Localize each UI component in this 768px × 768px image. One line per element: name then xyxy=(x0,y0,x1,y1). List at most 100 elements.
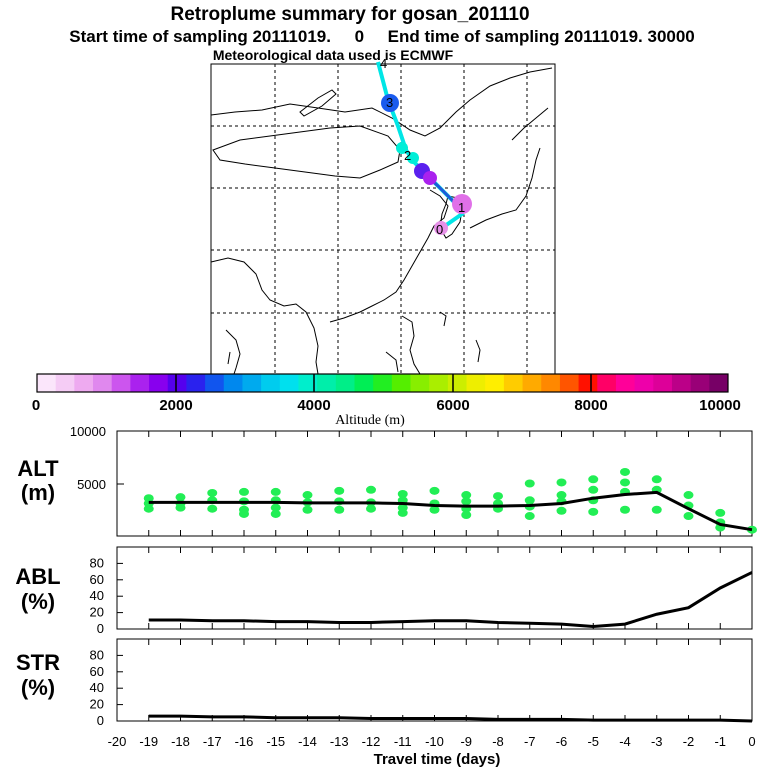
colorbar-cell xyxy=(709,374,729,392)
alt-mean-line xyxy=(148,490,753,532)
alt-ylabel-unit: (m) xyxy=(21,480,55,505)
x-axis-label: Travel time (days) xyxy=(374,751,501,768)
colorbar-cell xyxy=(503,374,524,392)
colorbar-cell xyxy=(597,374,617,392)
colorbar-tick-label: 10000 xyxy=(699,397,741,414)
alt-scatter-point xyxy=(270,503,281,512)
str-ytick-label: 60 xyxy=(90,664,104,679)
alt-scatter-point xyxy=(651,475,662,484)
alt-scatter-point xyxy=(302,491,313,500)
x-tick-label: -6 xyxy=(556,734,568,749)
colorbar-major-ticks xyxy=(175,374,592,392)
str-panel-frame xyxy=(116,638,753,722)
colorbar-cell xyxy=(354,374,374,392)
x-tick-label: -8 xyxy=(492,734,504,749)
alt-scatter-point xyxy=(524,512,535,521)
plume-point xyxy=(423,171,437,185)
alt-scatter-point xyxy=(461,511,472,519)
alt-scatter-point xyxy=(588,485,599,494)
colorbar-cell xyxy=(466,374,486,392)
abl-ytick-label: 40 xyxy=(90,588,104,603)
str-ytick-label: 80 xyxy=(90,647,104,662)
alt-scatter-point xyxy=(588,507,599,516)
str-ylabel-unit: (%) xyxy=(21,675,55,700)
alt-scatter-point xyxy=(397,490,408,498)
str-ytick-label: 20 xyxy=(90,697,104,712)
x-tick-label: -20 xyxy=(108,734,127,749)
x-tick-label: -7 xyxy=(524,734,536,749)
colorbar-cell xyxy=(391,374,412,392)
alt-scatter-point xyxy=(302,505,313,514)
trajectory-day-label: 4 xyxy=(380,56,387,71)
alt-scatter-point xyxy=(270,487,281,496)
plume-point xyxy=(434,221,448,235)
altitude-colorbar: 0 2000 4000 6000 8000 10000 Altitude (m) xyxy=(32,373,741,428)
abl-ylabel: ABL xyxy=(15,564,60,589)
colorbar-cell xyxy=(298,374,318,392)
abl-ytick-label: 60 xyxy=(90,572,104,587)
alt-scatter-point xyxy=(207,488,218,497)
alt-scatter-point xyxy=(588,475,599,484)
colorbar-cell xyxy=(167,374,187,392)
colorbar-tick-label: 2000 xyxy=(159,397,192,414)
alt-scatter-point xyxy=(270,509,281,518)
alt-scatter-point xyxy=(651,505,662,514)
x-tick-label: 0 xyxy=(748,734,755,749)
alt-scatter-point xyxy=(524,479,535,488)
colorbar-cell xyxy=(93,374,113,392)
colorbar-cell xyxy=(429,374,449,392)
colorbar-cell xyxy=(373,374,393,392)
abl-panel-frame xyxy=(116,546,753,630)
colorbar-tick-label: 4000 xyxy=(297,397,330,414)
trajectory-day-label: 3 xyxy=(386,95,393,110)
trajectory: 4 3 2 1 0 xyxy=(376,56,472,237)
alt-scatter-point xyxy=(493,492,503,501)
colorbar-cell xyxy=(447,374,468,392)
x-tick-label: -13 xyxy=(330,734,349,749)
x-tick-label: -18 xyxy=(171,734,190,749)
colorbar-cell xyxy=(653,374,673,392)
alt-scatter-point xyxy=(175,493,186,502)
colorbar-cell xyxy=(205,374,225,392)
alt-scatter-point xyxy=(366,504,376,513)
abl-ylabel-unit: (%) xyxy=(21,589,55,614)
plume-point xyxy=(396,142,408,154)
alt-scatter-point xyxy=(207,504,218,513)
x-tick-label: -10 xyxy=(425,734,444,749)
alt-scatter-point xyxy=(334,486,345,495)
trajectory-day-label: 0 xyxy=(436,222,443,237)
alt-scatter-point xyxy=(175,503,186,512)
colorbar-cell xyxy=(671,374,692,392)
x-tick-label: -9 xyxy=(460,734,472,749)
colorbar-label: Altitude (m) xyxy=(335,413,405,428)
figure-subtitle-meteo: Meteorological data used is ECMWF xyxy=(213,47,454,63)
colorbar-cell xyxy=(261,374,281,392)
abl-line xyxy=(148,571,753,629)
alt-scatter-point xyxy=(397,508,408,517)
alt-scatter-point xyxy=(239,509,249,518)
alt-scatter-point xyxy=(239,487,249,496)
alt-scatter-point xyxy=(620,478,630,487)
alt-scatter-point xyxy=(620,505,630,514)
x-tick-label: -4 xyxy=(619,734,631,749)
alt-scatter-point xyxy=(334,505,345,514)
map-coastlines xyxy=(210,67,553,375)
map-panel: 4 3 2 1 0 xyxy=(210,56,556,375)
alt-ytick-label: 5000 xyxy=(77,477,106,492)
colorbar-cell xyxy=(522,374,542,392)
alt-scatter-point xyxy=(429,486,440,495)
colorbar-cell xyxy=(74,374,94,392)
colorbar-cell xyxy=(317,374,337,392)
colorbar-cell xyxy=(541,374,561,392)
colorbar-tick-label: 8000 xyxy=(574,397,607,414)
colorbar-cell xyxy=(410,374,430,392)
colorbar-cell xyxy=(130,374,150,392)
plume-point xyxy=(407,152,419,164)
colorbar-cell xyxy=(55,374,75,392)
abl-ytick-label: 20 xyxy=(90,605,104,620)
colorbar-cell xyxy=(559,374,580,392)
alt-scatter-point xyxy=(461,497,472,506)
colorbar-cell xyxy=(242,374,262,392)
alt-scatter-point xyxy=(461,491,472,500)
